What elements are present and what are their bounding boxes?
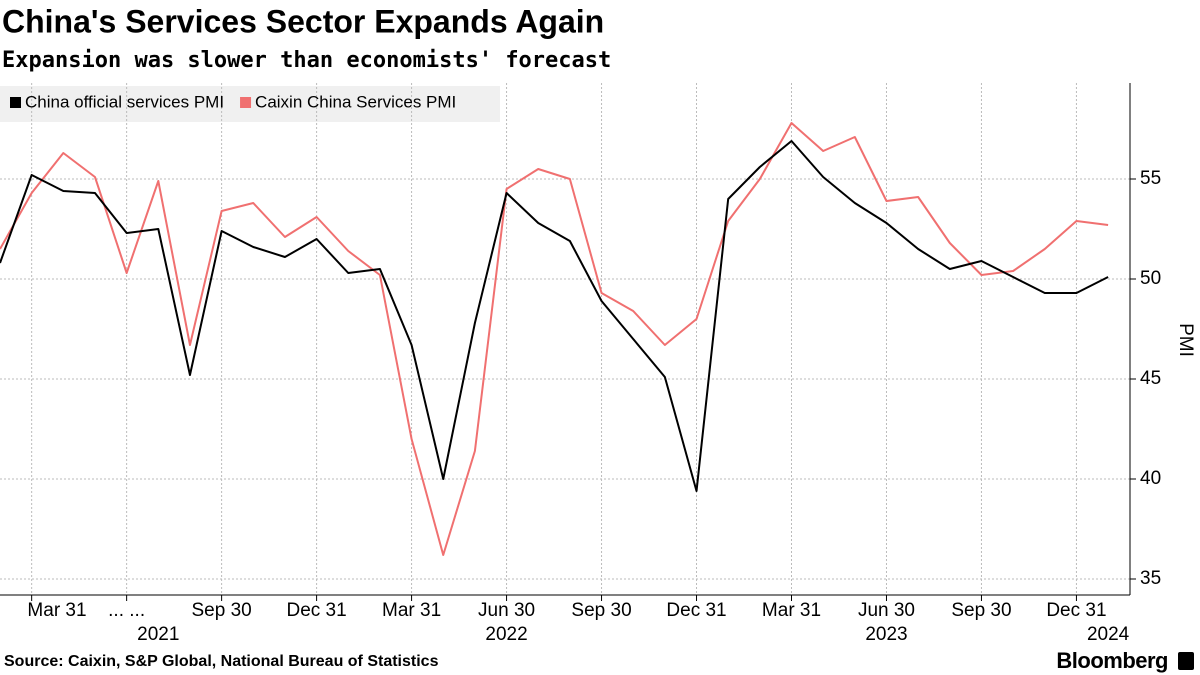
- series-line: [0, 122, 1109, 556]
- x-tick-label: Mar 31: [382, 600, 441, 621]
- x-tick-label: Dec 31: [666, 600, 726, 621]
- y-tick-label: 35: [1140, 568, 1161, 589]
- x-tick-label: Jun 30: [478, 600, 535, 621]
- x-tick-label: Dec 31: [286, 600, 346, 621]
- legend-swatch: [240, 97, 252, 108]
- chart-title: China's Services Sector Expands Again: [2, 3, 604, 39]
- legend-label: Caixin China Services PMI: [255, 92, 456, 111]
- x-tick-label: Sep 30: [951, 600, 1011, 621]
- y-tick-label: 50: [1140, 268, 1161, 289]
- year-label: 2023: [865, 624, 907, 645]
- x-tick-label: Dec 31: [1046, 600, 1106, 621]
- series-line: [0, 140, 1109, 492]
- y-tick-label: 55: [1140, 168, 1161, 189]
- year-label: 2022: [485, 624, 527, 645]
- x-tick-label: Mar 31: [762, 600, 821, 621]
- year-label: 2024: [1087, 624, 1130, 645]
- x-tick-label: Sep 30: [571, 600, 631, 621]
- y-tick-label: 45: [1140, 368, 1161, 389]
- x-tick-label: Sep 30: [192, 600, 252, 621]
- source: Source: Caixin, S&P Global, National Bur…: [4, 653, 439, 670]
- y-tick-label: 40: [1140, 468, 1161, 489]
- y-axis-label: PMI: [1175, 323, 1196, 357]
- legend-label: China official services PMI: [25, 92, 224, 111]
- x-tick-label: Mar 31: [27, 600, 86, 621]
- brand-icon: [1178, 652, 1194, 670]
- x-tick-label: ... ...: [108, 600, 145, 621]
- year-label: 2021: [137, 624, 179, 645]
- x-tick-label: Jun 30: [858, 600, 915, 621]
- brand: Bloomberg: [1056, 648, 1168, 673]
- legend-swatch: [10, 97, 21, 108]
- chart-subtitle: Expansion was slower than economists' fo…: [2, 48, 611, 73]
